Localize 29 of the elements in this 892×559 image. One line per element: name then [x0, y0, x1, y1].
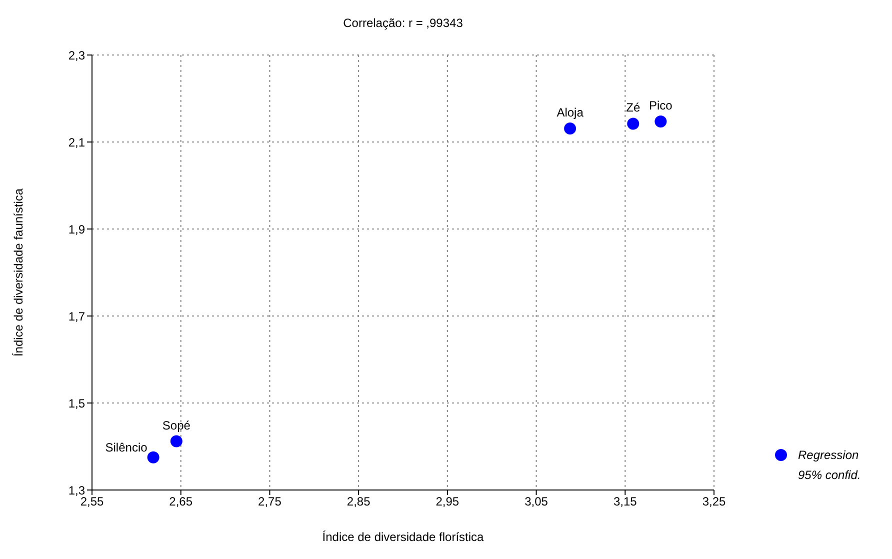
annotation: Aloja — [556, 106, 584, 120]
y-tick-label: 2,1 — [68, 135, 86, 150]
text: 95% confid. — [797, 467, 861, 484]
x-tick-label: 2,55 — [80, 494, 104, 509]
annotation: Silêncio — [105, 440, 148, 454]
x-tick-label: 3,15 — [613, 494, 638, 509]
annotation: Pico — [649, 98, 673, 113]
annotation: Zé — [626, 100, 640, 115]
y-tick-label: 1,3 — [68, 483, 86, 498]
point — [654, 116, 667, 128]
x-tick-label: 3,25 — [702, 494, 726, 509]
x-axis-title: Índice de diversidade florística — [322, 530, 484, 544]
x-tick-label: 2,75 — [258, 494, 282, 509]
x-tick-label: 2,95 — [436, 494, 460, 509]
annotation: Sopé — [162, 418, 191, 432]
chart-title: Correlação: r = ,99343 — [342, 16, 464, 30]
point — [564, 122, 576, 135]
y-tick-label: 1,5 — [68, 396, 86, 410]
x-tick-label: 3,05 — [524, 494, 548, 509]
point — [170, 435, 182, 448]
y-tick-label: 1,7 — [68, 309, 86, 324]
point — [627, 118, 640, 130]
y-axis-title: Índice de diversidade faunística — [11, 188, 26, 357]
legend-label: Regression — [798, 447, 859, 464]
y-tick-label: 2,3 — [68, 48, 86, 62]
x-tick-label: 2,65 — [169, 494, 193, 509]
point — [147, 451, 160, 464]
y-tick-label: 1,9 — [68, 222, 86, 236]
x-tick-label: 2,85 — [346, 494, 371, 509]
